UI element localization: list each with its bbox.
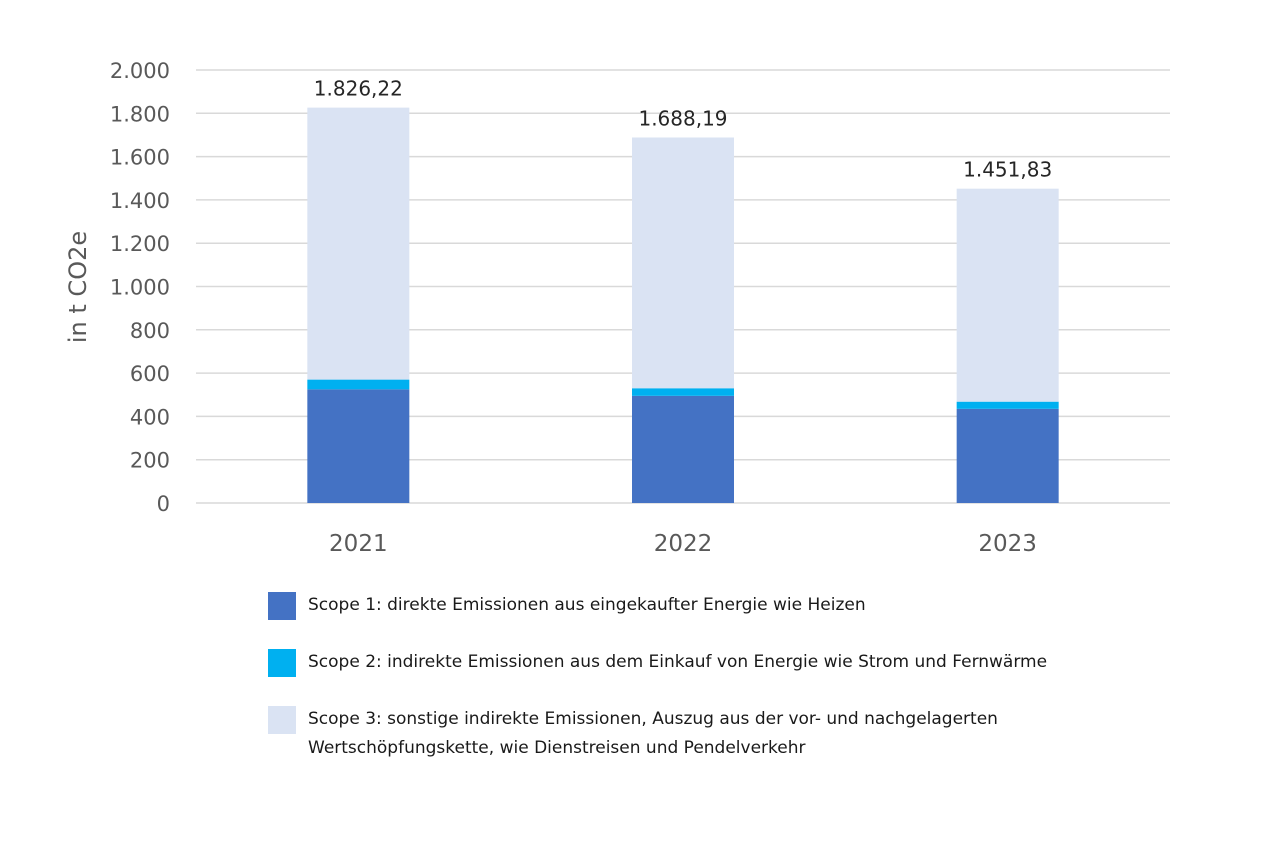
y-tick-label: 1.200 — [110, 232, 170, 256]
total-labels: 1.826,22 1.688,19 1.451,83 — [314, 77, 1052, 182]
legend-label-scope-3: Scope 3: sonstige indirekte Emissionen, … — [308, 709, 998, 758]
x-tick-label-2023: 2023 — [978, 531, 1037, 557]
bar-2021-scope-3 — [307, 107, 410, 380]
bar-2021-scope-2 — [307, 379, 410, 390]
y-tick-label: 0 — [157, 492, 170, 516]
x-axis-ticks: 2021 2022 2023 — [329, 531, 1037, 557]
bars — [307, 107, 1059, 503]
legend-item-scope-3: Scope 3: sonstige indirekte Emissionen, … — [268, 706, 1168, 763]
bar-2023-scope-3 — [956, 188, 1059, 402]
x-tick-label-2021: 2021 — [329, 531, 388, 557]
y-tick-label: 1.800 — [110, 102, 170, 126]
y-tick-label: 1.400 — [110, 189, 170, 213]
legend: Scope 1: direkte Emissionen aus eingekau… — [268, 592, 1168, 792]
legend-swatch-scope-1 — [268, 592, 296, 620]
emissions-bar-chart: 0 200 400 600 800 1.000 1.200 1.400 1.600 1.800 2.… — [64, 59, 1170, 557]
legend-swatch-scope-2 — [268, 649, 296, 677]
bar-2023-scope-1 — [956, 408, 1059, 503]
bar-2022-scope-1 — [632, 395, 734, 503]
y-tick-label: 800 — [130, 319, 170, 343]
bar-2021-scope-1 — [307, 389, 410, 503]
y-tick-label: 400 — [130, 405, 170, 429]
y-tick-label: 2.000 — [110, 59, 170, 83]
y-tick-label: 1.000 — [110, 276, 170, 300]
total-label-2022: 1.688,19 — [638, 107, 727, 131]
legend-item-scope-1: Scope 1: direkte Emissionen aus eingekau… — [268, 592, 1168, 620]
legend-item-scope-2: Scope 2: indirekte Emissionen aus dem Ei… — [268, 649, 1168, 677]
legend-label-scope-1: Scope 1: direkte Emissionen aus eingekau… — [308, 595, 866, 615]
bar-2022-scope-3 — [632, 137, 734, 389]
legend-label-scope-2: Scope 2: indirekte Emissionen aus dem Ei… — [308, 652, 1048, 672]
y-axis-label: in t CO2e — [64, 231, 92, 343]
y-axis-ticks: 0 200 400 600 800 1.000 1.200 1.400 1.600 1.800 2.… — [110, 59, 170, 516]
total-label-2021: 1.826,22 — [314, 77, 403, 101]
total-label-2023: 1.451,83 — [963, 158, 1052, 182]
bar-2023-scope-2 — [956, 401, 1059, 409]
y-tick-label: 600 — [130, 362, 170, 386]
x-tick-label-2022: 2022 — [654, 531, 713, 557]
legend-swatch-scope-3 — [268, 706, 296, 734]
bar-2022-scope-2 — [632, 388, 734, 396]
y-tick-label: 1.600 — [110, 146, 170, 170]
y-tick-label: 200 — [130, 449, 170, 473]
